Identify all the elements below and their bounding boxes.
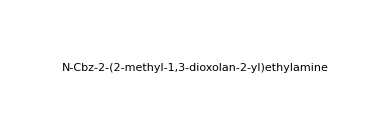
Text: N-Cbz-2-(2-methyl-1,3-dioxolan-2-yl)ethylamine: N-Cbz-2-(2-methyl-1,3-dioxolan-2-yl)ethy… bbox=[62, 63, 329, 73]
